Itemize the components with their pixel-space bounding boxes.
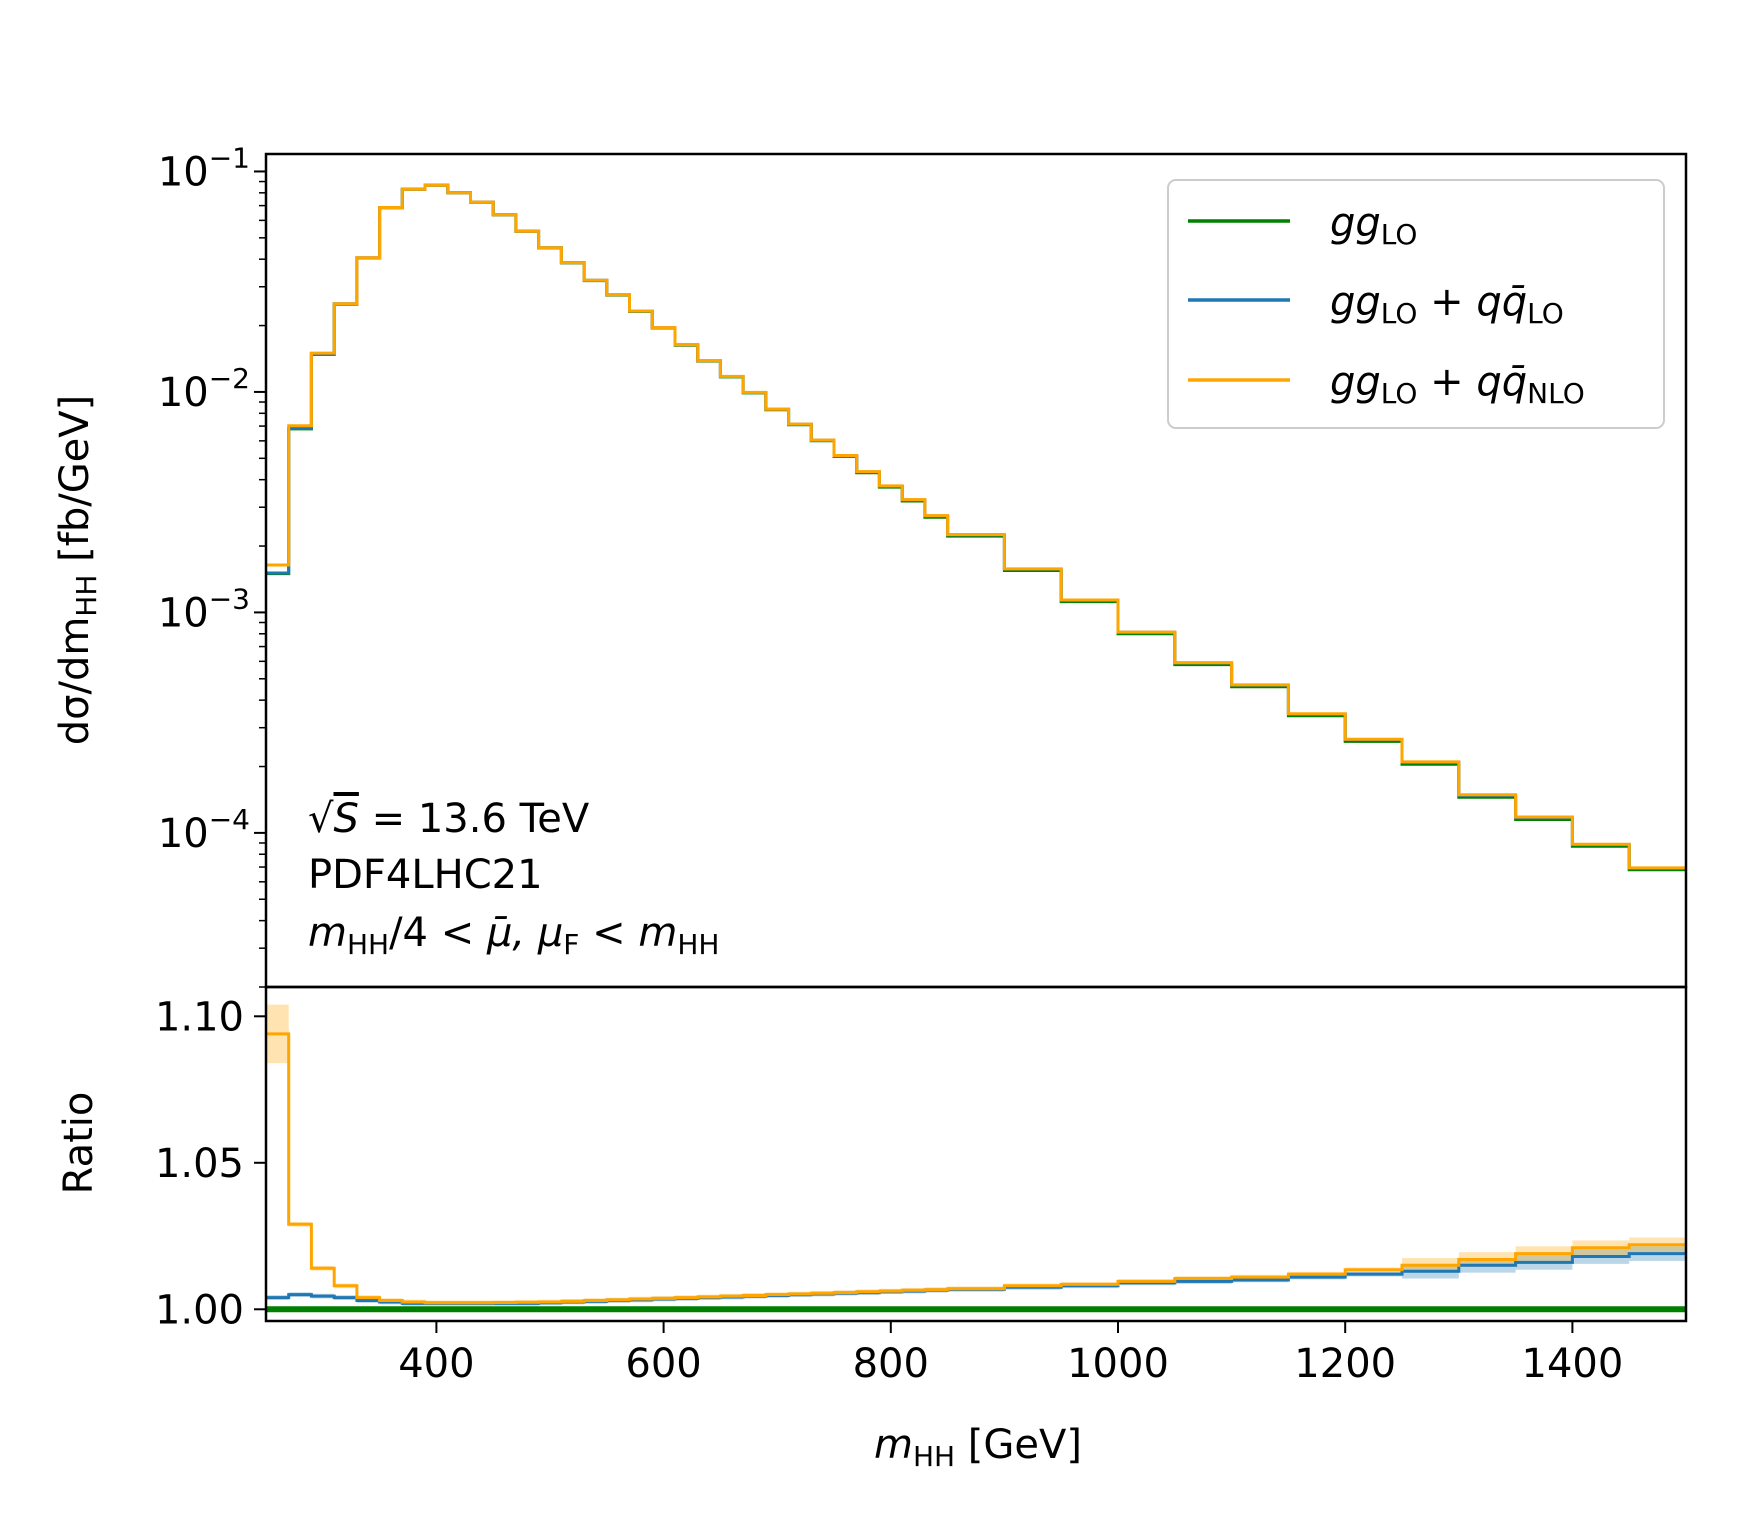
ratio-series-line-2 — [266, 1032, 1686, 1305]
main-y-tick-label: 10−3 — [158, 582, 250, 636]
x-tick-label: 600 — [625, 1341, 701, 1387]
ratio-series-group — [266, 1004, 1686, 1313]
annotation-block: √S = 13.6 TeV PDF4LHC21 mHH/4 < μ̄, μF <… — [308, 796, 719, 961]
annotation-energy: √S = 13.6 TeV — [308, 796, 590, 842]
ratio-y-ticks: 1.00 1.05 1.10 — [155, 994, 266, 1333]
legend-label-2: ggLO + qq̄LO — [1330, 279, 1564, 330]
legend-box — [1167, 179, 1665, 429]
y-axis-label-main: dσ/dmHH [fb/GeV] — [52, 395, 103, 746]
legend: ggLO ggLO + qq̄LO ggLO + qq̄NLO — [1167, 179, 1665, 429]
ratio-y-tick-label: 1.10 — [155, 994, 244, 1040]
legend-entry-gg-lo: ggLO — [1188, 200, 1417, 251]
main-series-group — [266, 183, 1686, 872]
ratio-y-tick-label: 1.00 — [155, 1287, 244, 1333]
x-axis-label: mHH [GeV] — [874, 1422, 1082, 1473]
ratio-frame — [264, 985, 1688, 1323]
x-ticks: 400 600 800 1000 1200 1400 — [398, 1321, 1623, 1387]
main-y-tick-label: 10−4 — [158, 803, 250, 857]
main-y-tick-label: 10−2 — [158, 362, 250, 416]
x-tick-label: 1200 — [1294, 1341, 1396, 1387]
x-tick-label: 1400 — [1522, 1341, 1624, 1387]
main-y-tick-label: 10−1 — [158, 141, 250, 195]
ratio-panel: 1.00 1.05 1.10 400 600 800 1000 1200 1400 — [155, 985, 1688, 1387]
legend-label-1: ggLO — [1330, 200, 1417, 251]
x-tick-label: 800 — [853, 1341, 929, 1387]
legend-entry-gg-lo-qq-lo: ggLO + qq̄LO — [1188, 279, 1564, 330]
main-y-ticks: 10−1 10−2 10−3 10−4 — [158, 141, 266, 988]
legend-label-3: ggLO + qq̄NLO — [1330, 359, 1585, 410]
annotation-scales: mHH/4 < μ̄, μF < mHH — [308, 910, 719, 961]
x-tick-label: 1000 — [1067, 1341, 1169, 1387]
y-axis-label-ratio: Ratio — [56, 1092, 102, 1195]
ratio-y-tick-label: 1.05 — [155, 1141, 244, 1187]
main-series-line-2 — [266, 183, 1686, 870]
x-tick-label: 400 — [398, 1341, 474, 1387]
legend-entry-gg-lo-qq-nlo: ggLO + qq̄NLO — [1188, 359, 1585, 410]
annotation-pdf: PDF4LHC21 — [308, 852, 543, 898]
